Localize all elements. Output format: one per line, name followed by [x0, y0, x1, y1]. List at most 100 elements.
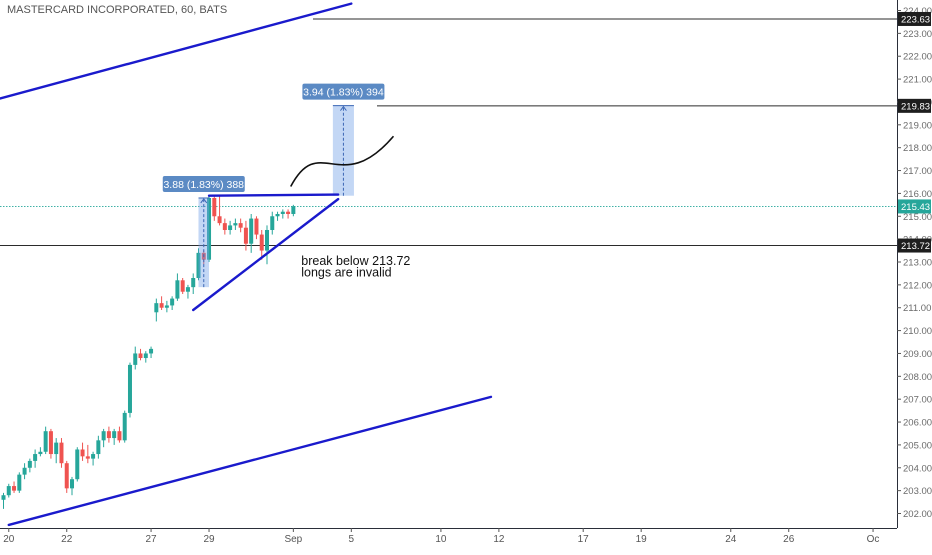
lower-channel-trendline[interactable]: [7, 395, 493, 527]
candle-body: [291, 206, 296, 214]
candle-body: [106, 431, 111, 439]
candle-body: [238, 223, 243, 228]
candle-body: [286, 211, 291, 214]
y-tick-label: 208.00: [903, 372, 932, 383]
y-tick-label: 202.00: [903, 509, 932, 520]
candle-body: [228, 225, 233, 230]
annotation-text: break below 213.72: [301, 254, 410, 268]
chart-title: MASTERCARD INCORPORATED, 60, BATS: [7, 4, 228, 16]
wedge-bottom-trendline[interactable]: [192, 197, 340, 312]
pole-measure-arrowhead: [200, 198, 208, 204]
candle-body: [38, 451, 43, 455]
x-tick-label: 22: [61, 534, 73, 545]
x-tick-label: 12: [493, 534, 505, 545]
candle-body: [112, 431, 117, 439]
upper-channel-trendline[interactable]: [0, 2, 353, 100]
price-tag-bg: [898, 199, 931, 214]
candle-body: [270, 216, 275, 230]
y-tick-label: 218.00: [903, 143, 932, 154]
y-tick-label: 222.00: [903, 52, 932, 63]
candle-body: [54, 442, 59, 455]
wedge-top-trendline[interactable]: [207, 193, 340, 197]
y-tick-label: 206.00: [903, 418, 932, 429]
candle-body: [138, 353, 143, 359]
candle-body: [196, 252, 201, 279]
candle-body: [275, 213, 280, 217]
candle-body: [133, 353, 138, 365]
x-tick-label: 26: [783, 534, 795, 545]
candle-body: [185, 287, 190, 292]
x-tick-label: Sep: [284, 534, 302, 545]
price-tag-label: 215.43: [901, 202, 930, 213]
x-tick-label: 20: [3, 534, 15, 545]
target-measure-label-bg: [302, 83, 385, 100]
candle-body: [143, 353, 148, 359]
x-tick-label: 5: [349, 534, 355, 545]
candle-body: [22, 467, 27, 475]
y-tick-label: 221.00: [903, 75, 932, 86]
candle-body: [170, 298, 175, 306]
y-tick-label: 203.00: [903, 486, 932, 497]
y-tick-label: 209.00: [903, 349, 932, 360]
pole-measure-label-bg: [162, 175, 245, 192]
y-tick-label: 217.00: [903, 166, 932, 177]
annotation-text: longs are invalid: [301, 265, 391, 279]
candle-body: [6, 486, 11, 496]
y-tick-label: 213.00: [903, 258, 932, 269]
x-tick-label: 10: [435, 534, 447, 545]
y-tick-label: 223.00: [903, 29, 932, 40]
x-tick-label: 29: [203, 534, 215, 545]
candle-body: [43, 431, 48, 452]
candle-body: [117, 431, 122, 441]
candle-body: [243, 227, 248, 244]
candle-body: [80, 449, 85, 457]
y-tick-label: 207.00: [903, 395, 932, 406]
pole-measure-label: 3.88 (1.83%) 388: [163, 179, 244, 191]
target-measure-label: 3.94 (1.83%) 394: [303, 87, 384, 99]
candle-body: [101, 431, 106, 441]
candle-body: [259, 234, 264, 251]
candle-body: [217, 216, 222, 224]
candle-body: [149, 348, 154, 354]
y-tick-label: 205.00: [903, 440, 932, 451]
y-tick-label: 212.00: [903, 280, 932, 291]
x-tick-label: Oc: [867, 534, 880, 545]
candle-body: [265, 229, 269, 251]
y-tick-label: 219.00: [903, 120, 932, 131]
price-tag-bg: [898, 238, 931, 253]
candle-body: [249, 218, 254, 244]
candle-body: [122, 412, 127, 441]
target-measure-arrowhead: [340, 105, 347, 111]
candle-body: [96, 440, 101, 455]
candle-body: [154, 303, 159, 313]
x-tick-label: 19: [636, 534, 648, 545]
projection-curve[interactable]: [290, 135, 395, 187]
candle-body: [254, 218, 259, 235]
x-tick-label: 17: [578, 534, 590, 545]
candle-body: [85, 456, 90, 459]
candle-body: [164, 305, 169, 308]
candle-body: [191, 278, 196, 288]
candle-body: [207, 197, 212, 260]
price-tag-bg: [898, 11, 931, 26]
candle-body: [159, 303, 164, 308]
candle-body: [212, 197, 217, 217]
y-tick-label: 215.00: [903, 212, 932, 223]
candle-body: [64, 463, 69, 489]
x-tick-label: 24: [725, 534, 737, 545]
candle-body: [280, 211, 285, 214]
price-tag-bg: [898, 98, 931, 113]
candle-body: [27, 460, 32, 468]
candle-body: [70, 479, 75, 489]
candle-body: [180, 280, 185, 292]
candle-body: [59, 442, 64, 464]
price-tag-label: 219.83: [901, 101, 930, 112]
candle-body: [17, 474, 22, 491]
candle-body: [75, 449, 80, 480]
y-tick-label: 204.00: [903, 463, 932, 474]
pole-measure-box: [198, 197, 210, 288]
y-tick-label: 211.00: [903, 303, 931, 314]
x-tick-label: 27: [145, 534, 157, 545]
